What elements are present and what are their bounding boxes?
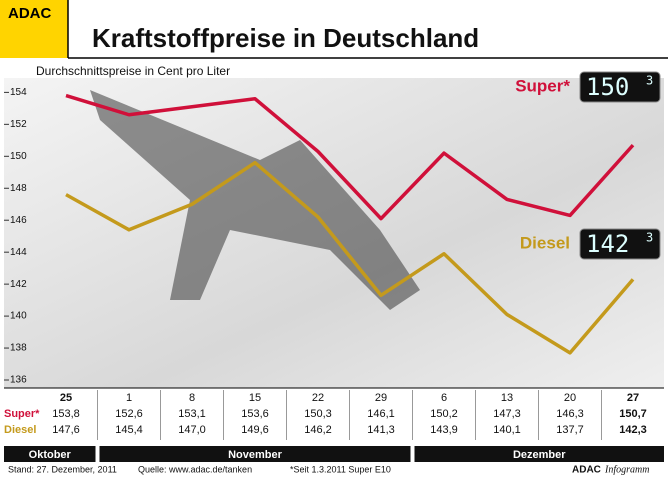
value-label: 146,2 [304, 424, 332, 436]
y-tick-label: 142 [10, 279, 27, 290]
series-line [65, 160, 635, 355]
logo-box [0, 0, 68, 58]
display-exponent: 3 [646, 231, 653, 245]
display-exponent: 3 [646, 74, 653, 88]
value-label: 143,9 [430, 424, 458, 436]
value-label: 137,7 [556, 424, 584, 436]
value-label: 141,3 [367, 424, 395, 436]
footer-brand-suffix: Infogramm [604, 464, 649, 475]
month-label: November [228, 449, 283, 461]
table-row-label: Diesel [4, 424, 36, 436]
chart-title: Kraftstoffpreise in Deutschland [92, 23, 479, 53]
y-tick-label: 148 [10, 183, 27, 194]
value-label: 153,8 [52, 408, 80, 420]
value-label: 150,7 [619, 408, 647, 420]
table-row-label: Super* [4, 408, 40, 420]
y-tick-label: 144 [10, 247, 27, 258]
x-tick-label: 29 [375, 392, 387, 404]
legend-label: Diesel [520, 233, 570, 252]
x-tick-label: 1 [126, 392, 132, 404]
value-label: 147,6 [52, 424, 80, 436]
y-tick-label: 136 [10, 375, 27, 386]
x-tick-label: 20 [564, 392, 576, 404]
footer-date: Stand: 27. Dezember, 2011 [8, 464, 117, 474]
subtitle: Durchschnittspreise in Cent pro Liter [36, 64, 230, 78]
y-tick-label: 140 [10, 311, 27, 322]
value-label: 146,1 [367, 408, 395, 420]
y-tick-label: 138 [10, 343, 27, 354]
value-label: 153,1 [178, 408, 206, 420]
month-label: Oktober [29, 449, 72, 461]
month-bar [4, 446, 96, 462]
series-line [65, 93, 635, 221]
display-digits: 150 [586, 73, 629, 101]
legend-label: Super* [515, 76, 570, 95]
display-digits: 142 [586, 230, 629, 258]
value-label: 152,6 [115, 408, 143, 420]
y-tick-label: 146 [10, 215, 27, 226]
month-bar [414, 446, 664, 462]
footer-note: *Seit 1.3.2011 Super E10 [290, 464, 391, 474]
logo: ADAC [8, 5, 51, 22]
pump-nozzle [90, 90, 420, 310]
value-label: 147,3 [493, 408, 521, 420]
y-tick-label: 154 [10, 87, 27, 98]
x-tick-label: 15 [249, 392, 261, 404]
x-tick-label: 6 [441, 392, 447, 404]
value-label: 146,3 [556, 408, 584, 420]
y-tick-label: 150 [10, 151, 27, 162]
month-bar [99, 446, 411, 462]
y-tick-label: 152 [10, 119, 27, 130]
display-box [579, 71, 661, 103]
month-label: Dezember [513, 449, 566, 461]
footer-source: Quelle: www.adac.de/tanken [138, 464, 252, 474]
x-tick-label: 25 [60, 392, 72, 404]
footer-brand: ADAC [572, 465, 601, 476]
value-label: 142,3 [619, 424, 647, 436]
x-tick-label: 27 [627, 392, 639, 404]
value-label: 150,3 [304, 408, 332, 420]
value-label: 147,0 [178, 424, 206, 436]
x-tick-label: 13 [501, 392, 513, 404]
value-label: 145,4 [115, 424, 143, 436]
value-label: 149,6 [241, 424, 269, 436]
x-tick-label: 22 [312, 392, 324, 404]
value-label: 150,2 [430, 408, 458, 420]
x-tick-label: 8 [189, 392, 195, 404]
value-label: 153,6 [241, 408, 269, 420]
display-box [579, 228, 661, 260]
value-label: 140,1 [493, 424, 521, 436]
